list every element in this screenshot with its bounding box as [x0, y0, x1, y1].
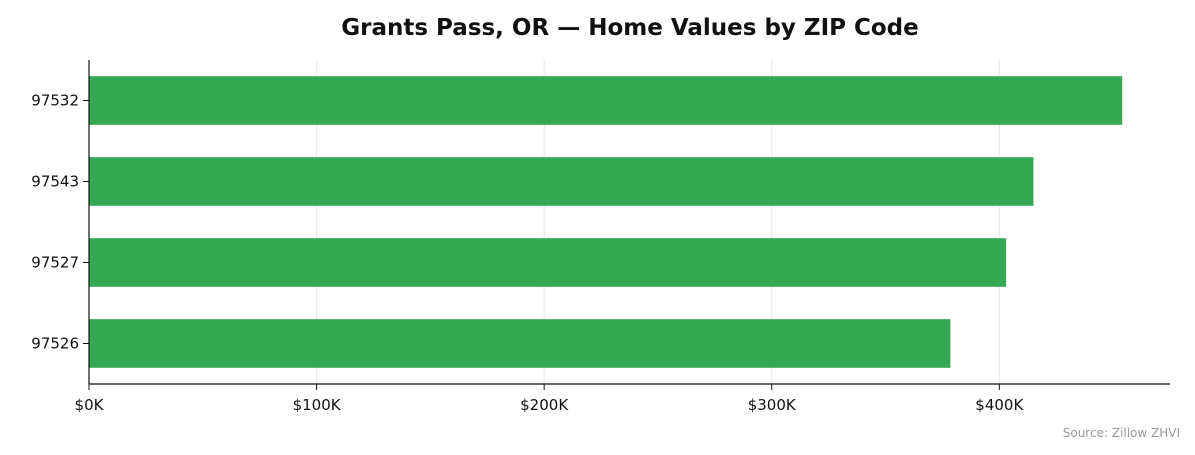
y-tick-label: 97543	[31, 173, 79, 191]
tick-labels: $0K $100K $200K $300K $400K 97532 97543 97527 97…	[31, 92, 1024, 415]
source-note: Source: Zillow ZHVI	[1063, 426, 1180, 440]
bar	[89, 238, 1007, 287]
x-tick-label: $200K	[520, 396, 569, 414]
x-tick-label: $0K	[75, 396, 105, 414]
x-tick-label: $400K	[975, 396, 1024, 414]
bar	[89, 319, 951, 368]
y-tick-label: 97527	[31, 254, 79, 272]
y-tick-label: 97526	[31, 335, 79, 353]
x-tick-label: $300K	[748, 396, 797, 414]
x-tick-label: $100K	[293, 396, 342, 414]
bar	[89, 76, 1123, 125]
y-tick-label: 97532	[31, 92, 79, 110]
bar	[89, 157, 1034, 206]
axes	[88, 60, 1170, 385]
chart-title: Grants Pass, OR — Home Values by ZIP Cod…	[341, 15, 919, 41]
bars	[89, 76, 1123, 368]
